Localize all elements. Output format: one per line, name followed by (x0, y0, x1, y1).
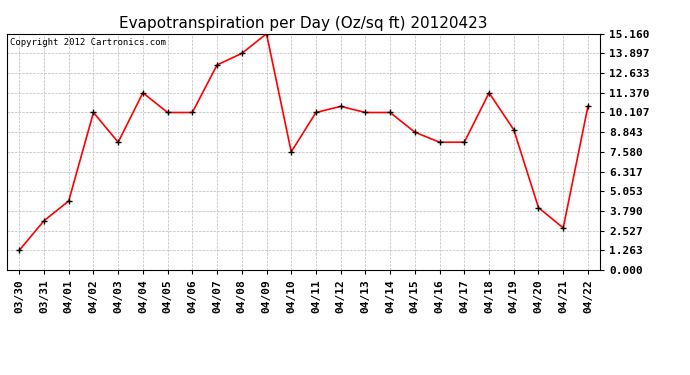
Text: Copyright 2012 Cartronics.com: Copyright 2012 Cartronics.com (10, 39, 166, 48)
Title: Evapotranspiration per Day (Oz/sq ft) 20120423: Evapotranspiration per Day (Oz/sq ft) 20… (119, 16, 488, 31)
